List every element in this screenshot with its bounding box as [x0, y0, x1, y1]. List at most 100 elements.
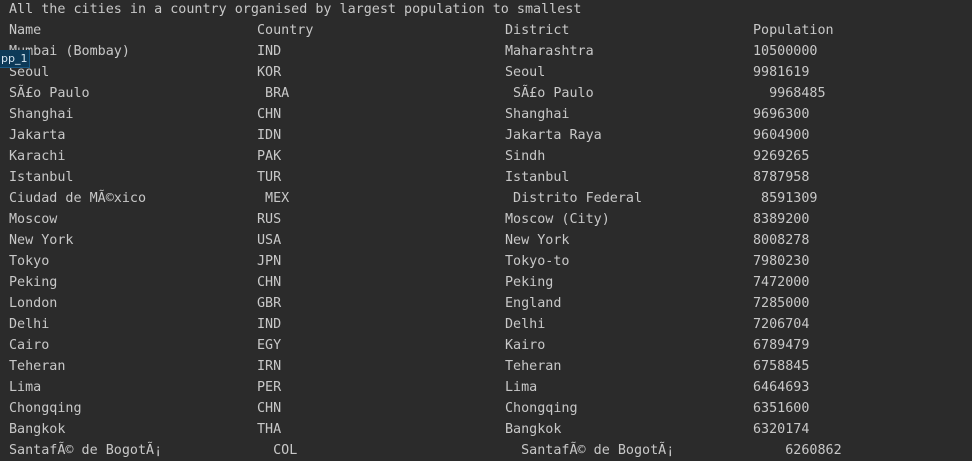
cell-name: New York	[9, 233, 74, 248]
cell-country: THA	[257, 422, 282, 437]
cell-name: Jakarta	[9, 128, 66, 143]
cell-name: SÃ£o Paulo	[9, 86, 90, 101]
cell-district: Tokyo-to	[505, 254, 570, 269]
cell-country: CHN	[257, 401, 282, 416]
cell-name: Ciudad de MÃ©xico	[9, 191, 147, 206]
cell-population: 9604900	[753, 128, 810, 143]
cell-district: Distrito Federal	[505, 191, 643, 206]
cell-population: 6789479	[753, 338, 810, 353]
header-district: District	[505, 23, 570, 38]
cell-district: Sindh	[505, 149, 546, 164]
table-row: Cairo EGY Kairo 6789479	[0, 335, 972, 356]
cell-country: USA	[257, 233, 282, 248]
cell-district: Lima	[505, 380, 538, 395]
cell-district: Istanbul	[505, 170, 570, 185]
cell-name: Bangkok	[9, 422, 66, 437]
cell-name: London	[9, 296, 58, 311]
table-row: Shanghai CHN Shanghai 9696300	[0, 104, 972, 125]
cell-population: 6320174	[753, 422, 810, 437]
run-tab-tag[interactable]: pp_1	[0, 50, 31, 68]
cell-district: Maharashtra	[505, 44, 594, 59]
cell-population: 7980230	[753, 254, 810, 269]
cell-country: PER	[257, 380, 282, 395]
table-row: Karachi PAK Sindh 9269265	[0, 146, 972, 167]
cell-name: Lima	[9, 380, 42, 395]
cell-district: Peking	[505, 275, 554, 290]
table-row: Chongqing CHN Chongqing 6351600	[0, 398, 972, 419]
header-name: Name	[9, 23, 42, 38]
table-row: Teheran IRN Teheran 6758845	[0, 356, 972, 377]
cell-name: Moscow	[9, 212, 58, 227]
cell-country: IND	[257, 44, 282, 59]
table-row: Lima PER Lima 6464693	[0, 377, 972, 398]
cell-name: Peking	[9, 275, 58, 290]
cell-district: SÃ£o Paulo	[505, 86, 594, 101]
cell-country: PAK	[257, 149, 282, 164]
cell-district: Moscow (City)	[505, 212, 610, 227]
cell-country: BRA	[257, 86, 290, 101]
cell-country: TUR	[257, 170, 282, 185]
table-row: Moscow RUS Moscow (City) 8389200	[0, 209, 972, 230]
cell-population: 6464693	[753, 380, 810, 395]
cell-district: Shanghai	[505, 107, 570, 122]
cell-district: SantafÃ© de BogotÃ¡	[505, 443, 675, 458]
cell-name: Istanbul	[9, 170, 74, 185]
cell-population: 6351600	[753, 401, 810, 416]
cell-population: 8787958	[753, 170, 810, 185]
cell-country: IDN	[257, 128, 282, 143]
cell-name: Seoul	[9, 65, 50, 80]
cell-name: Shanghai	[9, 107, 74, 122]
cell-name: Karachi	[9, 149, 66, 164]
cell-population: 10500000	[753, 44, 818, 59]
cell-country: COL	[257, 443, 298, 458]
cell-district: Kairo	[505, 338, 546, 353]
table-row: London GBR England 7285000	[0, 293, 972, 314]
table-row: SantafÃ© de BogotÃ¡ COL SantafÃ© de Bogo…	[0, 440, 972, 461]
table-row: Tokyo JPN Tokyo-to 7980230	[0, 251, 972, 272]
cell-country: GBR	[257, 296, 282, 311]
cell-country: MEX	[257, 191, 290, 206]
table-row: Delhi IND Delhi 7206704	[0, 314, 972, 335]
cell-population: 9981619	[753, 65, 810, 80]
cell-country: CHN	[257, 275, 282, 290]
table-row: Istanbul TUR Istanbul 8787958	[0, 167, 972, 188]
cell-district: Bangkok	[505, 422, 562, 437]
table-row: Jakarta IDN Jakarta Raya 9604900	[0, 125, 972, 146]
cell-population: 8591309	[753, 191, 818, 206]
header-population: Population	[753, 23, 834, 38]
cell-name: Tokyo	[9, 254, 50, 269]
cell-population: 9269265	[753, 149, 810, 164]
table-row: New York USA New York 8008278	[0, 230, 972, 251]
cell-country: JPN	[257, 254, 282, 269]
table-header: Name Country District Population	[0, 20, 972, 41]
cell-population: 7285000	[753, 296, 810, 311]
cell-name: Delhi	[9, 317, 50, 332]
cell-population: 6260862	[753, 443, 842, 458]
cell-name: Cairo	[9, 338, 50, 353]
table-row: Mumbai (Bombay) IND Maharashtra 10500000	[0, 41, 972, 62]
cell-name: Teheran	[9, 359, 66, 374]
cell-district: New York	[505, 233, 570, 248]
cell-population: 7206704	[753, 317, 810, 332]
cell-district: Delhi	[505, 317, 546, 332]
cell-country: RUS	[257, 212, 282, 227]
cell-population: 9968485	[753, 86, 826, 101]
cell-district: Jakarta Raya	[505, 128, 602, 143]
header-country: Country	[257, 23, 314, 38]
cell-population: 8389200	[753, 212, 810, 227]
cell-district: Teheran	[505, 359, 562, 374]
cell-name: Chongqing	[9, 401, 82, 416]
cell-name: SantafÃ© de BogotÃ¡	[9, 443, 163, 458]
console-title-line: All the cities in a country organised by…	[9, 2, 582, 17]
table-row: SÃ£o Paulo BRA SÃ£o Paulo 9968485	[0, 83, 972, 104]
cell-population: 6758845	[753, 359, 810, 374]
table-row: Ciudad de MÃ©xico MEX Distrito Federal 8…	[0, 188, 972, 209]
cell-country: IND	[257, 317, 282, 332]
cell-country: EGY	[257, 338, 282, 353]
table-row: Peking CHN Peking 7472000	[0, 272, 972, 293]
cell-population: 7472000	[753, 275, 810, 290]
cell-country: CHN	[257, 107, 282, 122]
cell-population: 9696300	[753, 107, 810, 122]
cell-district: Seoul	[505, 65, 546, 80]
